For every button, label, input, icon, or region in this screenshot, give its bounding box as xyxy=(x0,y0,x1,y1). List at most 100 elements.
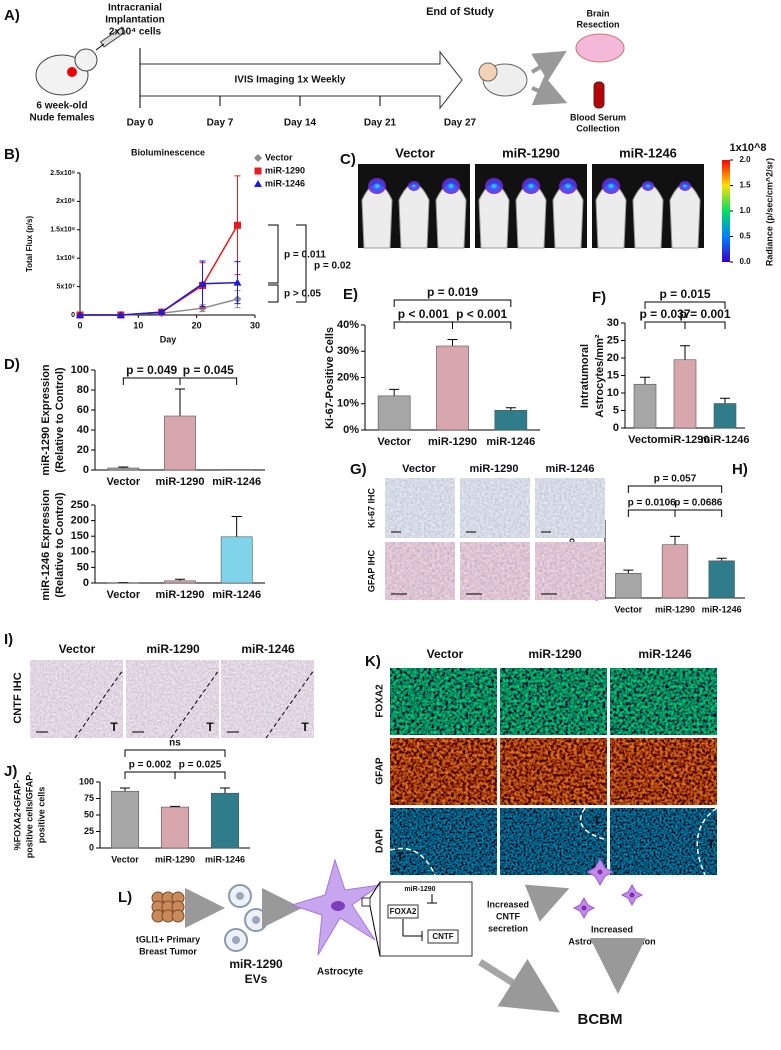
brain-text: Brain xyxy=(586,8,609,18)
bar xyxy=(494,410,528,431)
y-tick-label: 0 xyxy=(83,464,89,476)
mice-text: Nude females xyxy=(29,113,94,124)
panel-label: F) xyxy=(592,289,606,306)
cells-text: 2x10⁴ cells xyxy=(109,27,162,38)
y-tick-label: 2x10⁸ xyxy=(56,198,75,205)
y-tick-label: 75 xyxy=(84,793,94,803)
p-value: p < 0.001 xyxy=(456,307,507,321)
y-tick-label: 80 xyxy=(77,384,89,396)
end-text: End of Study xyxy=(426,6,495,18)
x-tick-label: Vector xyxy=(615,604,643,614)
x-tick-label: Vector xyxy=(628,434,662,446)
y-tick-label: 15 xyxy=(607,369,619,381)
mouse xyxy=(632,183,664,249)
bracket xyxy=(393,299,512,307)
y-tick-label: 10% xyxy=(337,398,359,410)
bar xyxy=(164,580,196,584)
error-bar xyxy=(680,345,690,360)
y-tick-label: 25 xyxy=(607,334,619,346)
diagram-text: CNTF xyxy=(432,932,453,941)
group-label: miR-1290 xyxy=(528,647,582,661)
y-tick-label: 30 xyxy=(607,317,619,329)
error-bar xyxy=(505,407,516,411)
ihc-image xyxy=(459,477,531,539)
legend-marker xyxy=(254,154,262,162)
bracket xyxy=(124,771,176,779)
error-bar xyxy=(720,397,730,404)
error-bar xyxy=(640,376,650,385)
bar xyxy=(708,560,735,599)
error-bar xyxy=(447,338,458,346)
y-tick-label: 100 xyxy=(79,776,94,786)
y-tick-label: 200 xyxy=(71,515,89,527)
p-value: p = 0.037 xyxy=(639,307,690,321)
y-tick-label: 100 xyxy=(71,546,89,558)
ihc-image xyxy=(459,541,531,601)
panel-label: E) xyxy=(343,286,358,303)
bracket xyxy=(393,321,453,329)
bracket xyxy=(644,301,726,309)
arrow xyxy=(530,50,567,82)
tumor-label: T xyxy=(707,837,715,851)
p-value: p = 0.001 xyxy=(679,307,730,321)
y-axis-label: Intratumoral xyxy=(579,344,591,408)
x-tick-label: miR-1246 xyxy=(701,434,750,446)
bracket xyxy=(296,224,307,303)
marker xyxy=(198,279,207,287)
x-tick-label: Vector xyxy=(377,436,411,448)
bar xyxy=(164,415,196,471)
panel-label: H) xyxy=(732,461,748,478)
bar xyxy=(220,469,253,471)
y-tick-label: 1x10⁸ xyxy=(56,255,75,262)
bar xyxy=(160,806,190,849)
implant-text: Intracranial xyxy=(108,3,162,14)
brain xyxy=(575,33,625,63)
p-value: p = 0.0106 xyxy=(628,498,677,509)
tumor-label: T xyxy=(593,814,601,828)
bracket xyxy=(268,224,279,284)
tumor-label: T xyxy=(110,720,118,734)
p-value: ns xyxy=(169,738,181,749)
error-bar xyxy=(623,569,634,574)
fluorescence-image xyxy=(390,808,497,875)
zoom-line xyxy=(369,881,381,899)
x-tick-label: 30 xyxy=(250,320,260,330)
series-line xyxy=(80,224,239,316)
bracket xyxy=(452,321,512,329)
error-bar xyxy=(175,388,185,416)
y-axis-label: miR-1290 Expression xyxy=(40,364,52,476)
group-label: Vector xyxy=(402,463,436,475)
bar xyxy=(661,544,689,599)
panel-label: A) xyxy=(4,7,20,24)
diagram-text: Astrocyte xyxy=(317,967,364,978)
arrow xyxy=(531,75,568,106)
x-tick-label: 10 xyxy=(133,320,143,330)
panel-label: C) xyxy=(340,151,356,168)
colorbar-title: 1x10^8 xyxy=(729,142,766,154)
group-label: miR-1290 xyxy=(502,145,560,160)
nucleus xyxy=(597,869,603,875)
diagram-text: Increased xyxy=(487,899,529,909)
bar xyxy=(615,572,642,599)
syringe xyxy=(99,26,127,48)
panel-label: D) xyxy=(4,356,20,373)
day-label: Day 27 xyxy=(444,118,477,129)
p-value: p = 0.002 xyxy=(129,760,172,771)
fluorescence-image xyxy=(390,738,497,805)
colorbar-label: 1.5 xyxy=(739,181,751,190)
row-label: GFAP xyxy=(375,757,386,785)
fluorescence-image xyxy=(610,808,717,875)
x-tick-label: miR-1246 xyxy=(212,589,261,601)
y-axis-label: Ki-67-Positive Cells xyxy=(324,327,336,429)
x-axis-label: Day xyxy=(160,334,177,344)
x-tick-label: 0 xyxy=(77,320,82,330)
nucleus xyxy=(331,901,345,911)
ihc-image xyxy=(534,477,606,539)
group-label: Vector xyxy=(59,642,96,656)
bar xyxy=(110,790,140,849)
error-bar xyxy=(716,557,727,561)
diagram-text: secretion xyxy=(488,923,528,933)
row-label: GFAP IHC xyxy=(366,549,376,592)
x-tick-label: miR-1290 xyxy=(156,589,205,601)
